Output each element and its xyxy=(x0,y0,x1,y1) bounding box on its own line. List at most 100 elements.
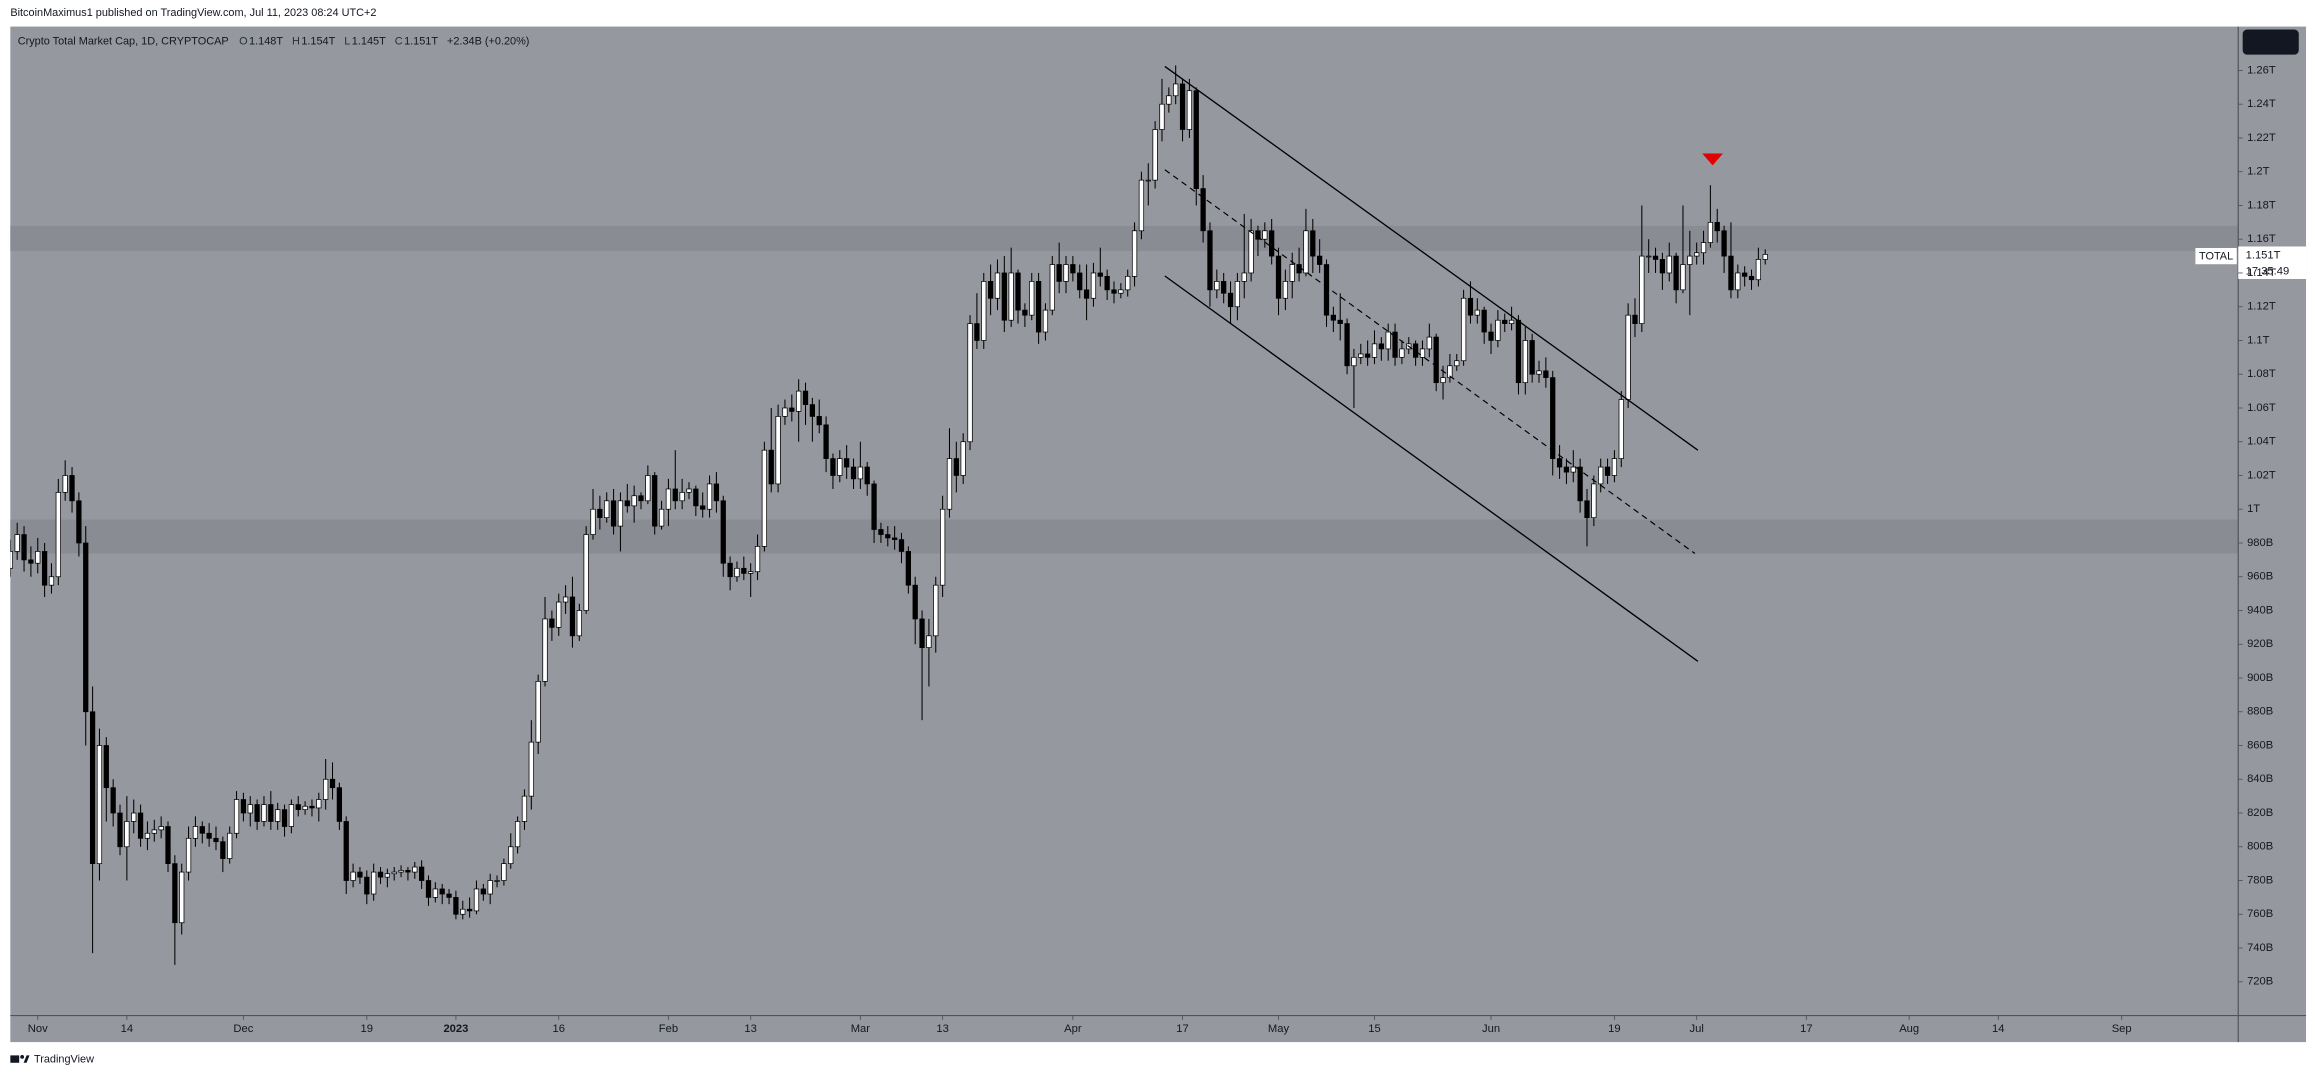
candle-body xyxy=(542,618,548,682)
candle-body xyxy=(974,323,980,341)
candle-body xyxy=(460,908,466,915)
candle-body xyxy=(1337,319,1343,324)
candle-body xyxy=(446,893,452,898)
y-tick-label: 1.22T xyxy=(2247,132,2276,144)
candle-body xyxy=(439,888,445,895)
candle-body xyxy=(1550,377,1556,459)
x-tick-label: 19 xyxy=(1608,1023,1620,1035)
candle-body xyxy=(1289,264,1295,282)
candle-body xyxy=(576,610,582,637)
candle-body xyxy=(1193,90,1199,189)
candle-body xyxy=(898,539,905,552)
candle-body xyxy=(233,799,240,834)
candle-body xyxy=(1735,272,1741,291)
candle-body xyxy=(981,281,987,341)
candle-body xyxy=(1392,331,1398,358)
candle-body xyxy=(946,458,953,510)
candle-body xyxy=(987,281,994,299)
candle-body xyxy=(1262,230,1268,240)
candle-body xyxy=(871,483,877,530)
candle-body xyxy=(76,500,82,544)
x-tick-label: 19 xyxy=(361,1023,373,1035)
candle-body xyxy=(1700,242,1707,254)
candle-body xyxy=(103,745,109,789)
y-tick-label: 720B xyxy=(2247,976,2273,988)
candle-body xyxy=(1488,331,1494,341)
y-tick-label: 1.06T xyxy=(2247,402,2276,414)
candle-body xyxy=(391,871,397,875)
candle-body xyxy=(837,458,843,476)
y-tick-label: 1.04T xyxy=(2247,436,2276,448)
candle-body xyxy=(912,584,918,620)
candle-body xyxy=(1646,255,1652,258)
candle-body xyxy=(240,799,247,814)
candle-body xyxy=(1467,297,1474,316)
candle-body xyxy=(1008,272,1014,321)
candle-body xyxy=(1399,348,1405,358)
logo-mark xyxy=(23,1055,30,1063)
candle-body xyxy=(21,534,27,561)
candle-body xyxy=(562,596,569,603)
candle-body xyxy=(323,778,329,800)
candle-body xyxy=(425,880,432,898)
channel-median xyxy=(1164,169,1696,555)
candle-body xyxy=(1029,281,1035,316)
candle-body xyxy=(1598,466,1604,485)
candle-body xyxy=(892,537,898,540)
candle-body xyxy=(1611,458,1618,476)
candle-body xyxy=(69,475,75,502)
price-tag-countdown: 17:35:49 xyxy=(2246,266,2290,278)
candle-body xyxy=(1207,230,1213,291)
candle-body xyxy=(432,888,438,898)
candle-body xyxy=(1385,331,1391,350)
candle-body xyxy=(857,466,863,480)
candle-body xyxy=(261,804,267,822)
candle-body xyxy=(165,826,171,865)
candles xyxy=(10,65,1768,965)
y-tick-label: 1.02T xyxy=(2247,469,2276,481)
candle-body xyxy=(1714,221,1720,232)
candle-body xyxy=(672,488,678,502)
candle-body xyxy=(1659,259,1666,274)
candle-body xyxy=(1591,483,1597,519)
candle-body xyxy=(199,826,205,834)
candle-body xyxy=(110,787,116,814)
candle-body xyxy=(1035,281,1042,333)
y-tick-label: 800B xyxy=(2247,841,2273,853)
x-tick-label: Jul xyxy=(1690,1023,1704,1035)
candle-body xyxy=(1495,319,1501,341)
candle-body xyxy=(419,866,425,881)
x-tick-label: 17 xyxy=(1800,1023,1812,1035)
candle-body xyxy=(720,500,726,564)
candle-body xyxy=(1351,356,1357,367)
candle-body xyxy=(638,495,644,502)
candle-body xyxy=(700,505,706,510)
y-tick-label: 780B xyxy=(2247,874,2273,886)
x-tick-label: Aug xyxy=(1899,1023,1919,1035)
candle-body xyxy=(501,863,507,881)
candle-body xyxy=(748,571,754,574)
candle-body xyxy=(377,871,384,878)
candle-body xyxy=(796,390,802,412)
settings-box[interactable] xyxy=(2242,29,2299,55)
candle-body xyxy=(1625,314,1631,400)
y-tick-label: 1.08T xyxy=(2247,368,2276,380)
x-tick-label: Apr xyxy=(1064,1023,1082,1035)
candle-body xyxy=(1063,264,1069,282)
candle-body xyxy=(357,871,363,878)
candle-body xyxy=(1460,297,1467,362)
y-tick-label: 960B xyxy=(2247,571,2273,583)
candle-body xyxy=(844,458,850,468)
candle-body xyxy=(939,508,946,586)
candle-body xyxy=(48,576,55,586)
candle-body xyxy=(706,483,713,510)
legend-key: H xyxy=(292,35,300,47)
candle-body xyxy=(1680,264,1686,291)
candle-body xyxy=(1515,319,1522,384)
candle-body xyxy=(1166,95,1172,105)
candle-body xyxy=(1083,289,1090,299)
candle-body xyxy=(371,871,377,895)
candle-body xyxy=(288,804,295,827)
candle-body xyxy=(227,832,233,859)
